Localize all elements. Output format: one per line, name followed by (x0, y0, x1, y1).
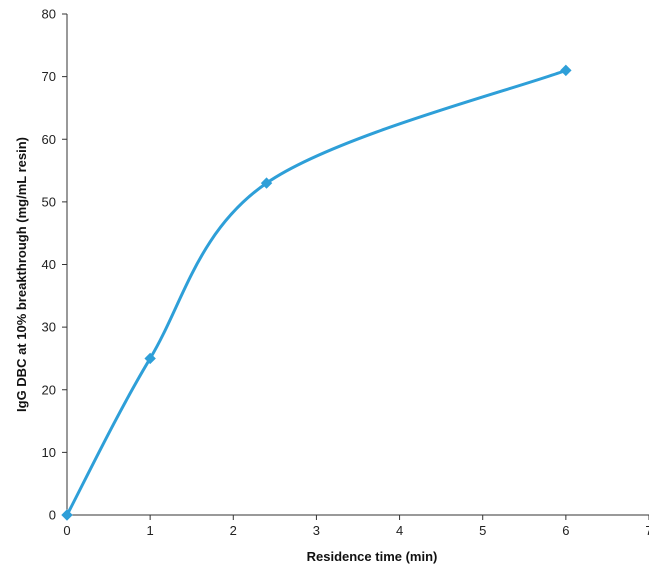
series-line (65, 68, 568, 517)
y-tick-label: 50 (42, 194, 56, 209)
x-axis-title: Residence time (min) (307, 549, 438, 564)
y-tick-label: 40 (42, 257, 56, 272)
data-point-marker (560, 64, 572, 77)
data-point-marker (61, 509, 73, 521)
y-tick-label: 10 (42, 445, 56, 460)
tick-labels: 0 10 20 30 40 50 60 70 80 0 1 2 3 4 5 6 7 (42, 7, 649, 539)
y-tick-label: 80 (42, 7, 56, 22)
data-point-marker (260, 177, 273, 189)
data-point-marker (144, 352, 156, 365)
x-tick-label: 0 (63, 523, 70, 538)
series (61, 64, 572, 521)
y-tick-label: 30 (42, 320, 56, 335)
x-tick-label: 5 (479, 523, 486, 538)
x-tick-label: 2 (230, 523, 237, 538)
y-tick-label: 0 (49, 508, 56, 523)
y-tick-label: 60 (42, 132, 56, 147)
x-tick-label: 1 (147, 523, 154, 538)
x-tick-label: 4 (396, 523, 403, 538)
x-tick-label: 3 (313, 523, 320, 538)
x-tick-label: 6 (562, 523, 569, 538)
y-tick-label: 20 (42, 382, 56, 397)
x-tick-label: 7 (645, 523, 649, 538)
y-axis-title: IgG DBC at 10% breakthrough (mg/mL resin… (14, 137, 29, 412)
y-tick-label: 70 (42, 69, 56, 84)
axes (62, 13, 649, 520)
